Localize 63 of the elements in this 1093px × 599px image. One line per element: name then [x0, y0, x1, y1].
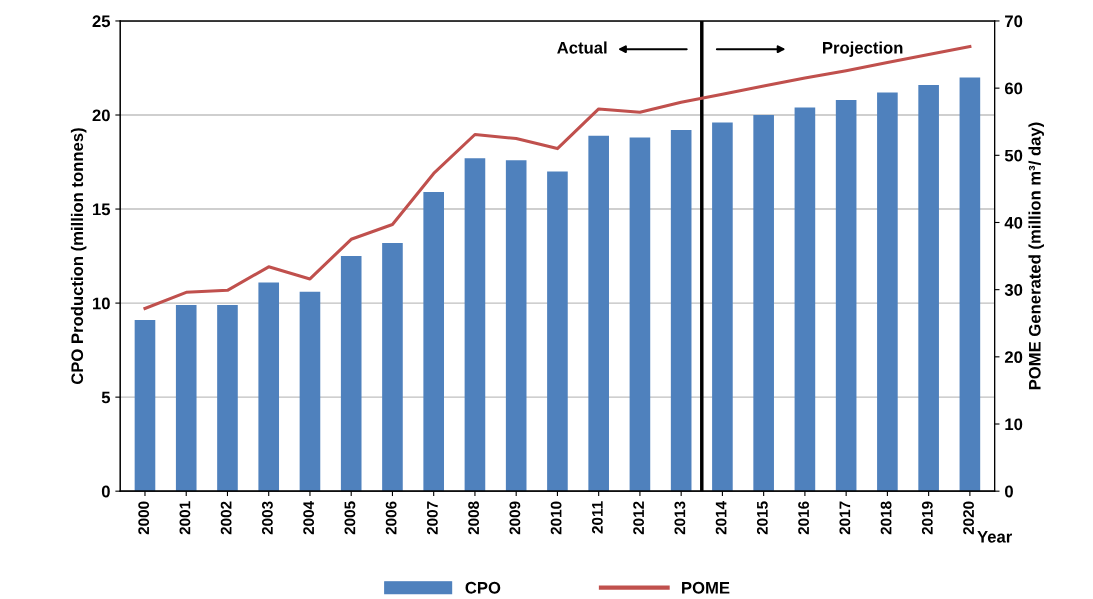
y-tick-label: 10: [93, 297, 110, 310]
x-tick-label: 2007: [426, 501, 438, 535]
x-tick-label: 2018: [880, 501, 892, 535]
bar: [629, 137, 651, 492]
x-tick-label: 2001: [179, 501, 191, 535]
y-tick-label: 15: [93, 203, 111, 216]
x-tick-label: 2015: [756, 501, 768, 535]
y-tick-label: 5: [101, 391, 111, 404]
bar: [382, 242, 403, 492]
bar: [588, 135, 609, 492]
y2-tick-label: 10: [1005, 418, 1023, 431]
x-tick-label: 2008: [468, 501, 480, 535]
y2-tick-label: 30: [1004, 284, 1023, 296]
x-tick-label: 2012: [633, 501, 645, 535]
y2-tick-label: 70: [1005, 15, 1023, 28]
x-tick-label: 2009: [509, 501, 521, 535]
x-tick-label: 2011: [591, 501, 603, 534]
x-tick-label: 2006: [385, 501, 397, 535]
bar: [670, 130, 692, 492]
bar: [299, 291, 321, 492]
bar: [505, 160, 527, 492]
y2-tick-label: 40: [1004, 216, 1023, 229]
bar: [134, 320, 156, 492]
y-tick-label: 20: [92, 109, 110, 122]
bar: [959, 77, 981, 492]
x-tick-label: 2019: [921, 501, 933, 535]
bar: [835, 99, 857, 492]
y-axis-title: CPO Production (million tonnes): [70, 128, 87, 385]
x-tick-label: 2000: [138, 501, 150, 535]
bar: [794, 107, 816, 492]
x-tick-label: 2016: [798, 501, 809, 535]
x-tick-label: 2014: [715, 500, 727, 535]
bar: [877, 92, 898, 492]
x-tick-label: 2004: [303, 500, 315, 535]
bar: [753, 115, 774, 492]
y2-tick-label: 50: [1004, 149, 1023, 162]
x-tick-label: 2005: [344, 501, 356, 535]
x-axis-title: Year: [977, 531, 1012, 543]
y-tick-label: 0: [101, 485, 110, 498]
bar: [547, 171, 568, 492]
y-tick-label: 25: [92, 15, 111, 28]
bar: [340, 256, 362, 492]
y2-tick-label: 0: [1005, 485, 1013, 498]
x-tick-label: 2020: [963, 501, 974, 535]
y2-tick-label: 60: [1004, 82, 1023, 95]
bar: [918, 84, 939, 492]
legend-label: CPO: [465, 581, 501, 594]
bar: [175, 304, 197, 492]
bar: [423, 192, 445, 492]
legend-label: POME: [682, 581, 730, 594]
bar: [258, 282, 280, 492]
y2-axis-title: POME Generated (million m³/ day): [1028, 122, 1044, 390]
bar: [217, 304, 238, 492]
annotation: Projection: [823, 41, 903, 57]
bar: [712, 122, 733, 492]
bar: [464, 158, 486, 492]
x-tick-label: 2017: [839, 501, 851, 535]
x-tick-label: 2002: [220, 501, 232, 535]
x-tick-label: 2010: [550, 501, 562, 535]
annotation: Actual: [557, 41, 607, 54]
x-tick-label: 2003: [262, 501, 273, 535]
y2-tick-label: 20: [1004, 351, 1023, 364]
x-tick-label: 2013: [674, 501, 686, 535]
